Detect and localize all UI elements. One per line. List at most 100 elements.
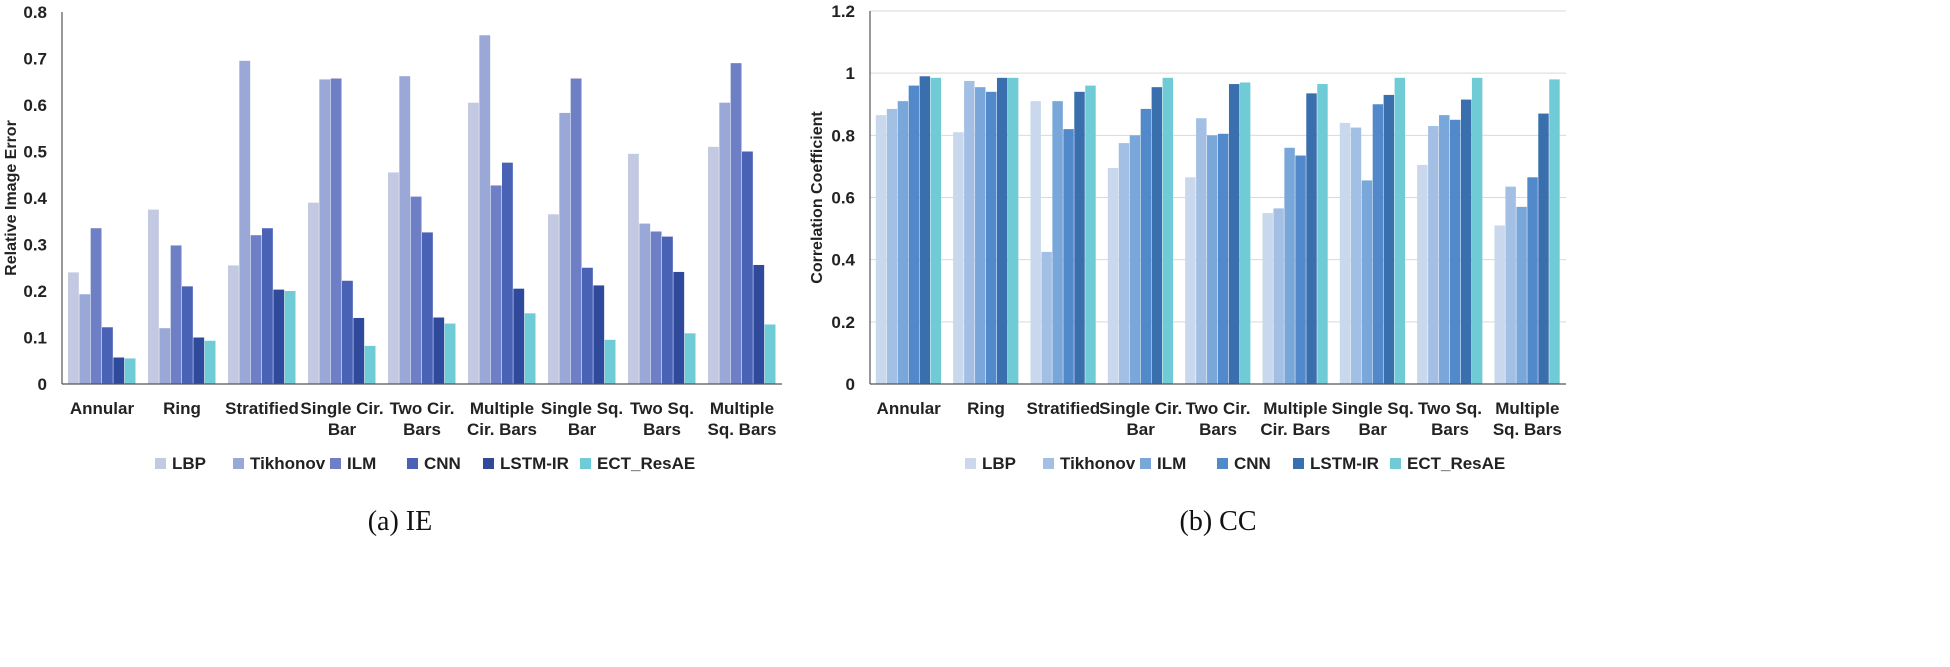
legend-label: Tikhonov xyxy=(1060,454,1136,473)
y-tick-label: 0.6 xyxy=(23,96,47,115)
bar-ilm xyxy=(975,87,986,384)
bar-ilm xyxy=(1361,180,1373,384)
bar-cnn xyxy=(1450,119,1461,385)
legend-label: LBP xyxy=(172,454,206,473)
x-category-label: Ring xyxy=(967,399,1005,418)
bar-lbp xyxy=(708,146,719,384)
chart-caption: (b) CC xyxy=(1180,506,1257,537)
bar-ect-resae xyxy=(444,323,456,384)
x-category-label: Multiple Sq. Bars xyxy=(708,399,777,439)
bar-cnn xyxy=(182,286,193,384)
bar-cnn xyxy=(502,162,513,384)
bar-ilm xyxy=(730,63,742,385)
bar-ect-resae xyxy=(764,324,776,384)
legend-label: Tikhonov xyxy=(250,454,326,473)
bar-tikhonov xyxy=(1350,127,1362,384)
bar-ect-resae xyxy=(364,345,376,384)
bar-ect-resae xyxy=(1007,77,1019,385)
bar-lstm-ir xyxy=(1228,84,1240,384)
y-tick-label: 0.4 xyxy=(831,251,855,270)
x-category-label: Two Cir. Bars xyxy=(1186,399,1251,439)
bar-ilm xyxy=(330,78,342,385)
chart-caption: (a) IE xyxy=(368,506,433,537)
bar-tikhonov xyxy=(399,76,411,385)
y-axis-title: Correlation Coefficient xyxy=(809,111,826,284)
bar-ect-resae xyxy=(1471,77,1483,385)
bar-lbp xyxy=(1339,122,1351,385)
bar-lstm-ir xyxy=(1074,91,1085,385)
x-category-label: Two Sq. Bars xyxy=(630,399,694,439)
legend-swatch xyxy=(1043,458,1054,469)
x-category-label: Annular xyxy=(70,399,135,418)
bar-tikhonov xyxy=(79,294,91,384)
bar-cnn xyxy=(262,228,273,384)
bar-lstm-ir xyxy=(673,271,685,384)
bar-lbp xyxy=(1262,213,1273,384)
x-category-label: Multiple Sq. Bars xyxy=(1493,399,1562,439)
legend-swatch xyxy=(580,458,591,469)
bar-ilm xyxy=(90,228,102,384)
bar-lbp xyxy=(68,272,79,384)
legend-label: ECT_ResAE xyxy=(597,454,695,473)
bar-ilm xyxy=(250,235,262,384)
x-category-label: Two Sq. Bars xyxy=(1418,399,1482,439)
y-tick-label: 0.7 xyxy=(23,50,47,69)
bar-ect-resae xyxy=(1162,77,1174,385)
legend-swatch xyxy=(965,458,976,469)
bar-ilm xyxy=(650,231,662,384)
bar-ilm xyxy=(1284,147,1295,384)
bar-cnn xyxy=(342,280,353,384)
bar-lbp xyxy=(548,214,559,384)
y-tick-label: 1 xyxy=(846,64,855,83)
bar-lstm-ir xyxy=(433,317,445,384)
bar-lstm-ir xyxy=(1383,94,1395,385)
bar-cnn xyxy=(662,236,673,384)
legend-label: ECT_ResAE xyxy=(1407,454,1505,473)
legend-label: ILM xyxy=(1157,454,1186,473)
y-tick-label: 0.4 xyxy=(23,189,47,208)
x-category-label: Two Cir. Bars xyxy=(390,399,455,439)
bar-lbp xyxy=(1030,101,1041,385)
bar-lstm-ir xyxy=(193,337,205,384)
bar-tikhonov xyxy=(1505,186,1516,384)
bar-lstm-ir xyxy=(753,264,765,384)
x-category-label: Stratified xyxy=(225,399,299,418)
bar-ect-resae xyxy=(1239,82,1251,384)
bar-lstm-ir xyxy=(1306,93,1317,384)
y-tick-label: 0.6 xyxy=(831,189,855,208)
bar-tikhonov xyxy=(1196,118,1207,385)
x-category-label: Multiple Cir. Bars xyxy=(467,399,537,439)
legend-swatch xyxy=(155,458,166,469)
bar-lbp xyxy=(308,202,319,384)
bar-ilm xyxy=(170,245,182,384)
bar-lbp xyxy=(228,265,239,384)
legend-label: LSTM-IR xyxy=(1310,454,1379,473)
bar-lbp xyxy=(1185,177,1196,384)
bar-ilm xyxy=(570,78,582,385)
bar-ect-resae xyxy=(204,340,216,384)
bar-lbp xyxy=(148,209,159,384)
bar-cnn xyxy=(1140,108,1152,384)
bar-lstm-ir xyxy=(593,285,605,384)
bar-tikhonov xyxy=(319,79,331,385)
bar-ilm xyxy=(1439,115,1450,385)
bar-lstm-ir xyxy=(1151,87,1163,384)
legend-label: CNN xyxy=(424,454,461,473)
bar-cnn xyxy=(102,327,113,384)
chart-cc: 0 0.2 0.4 0.6 0.8 1 1.2 Correlation Coefficient… xyxy=(809,2,1566,537)
bar-cnn xyxy=(742,151,753,384)
x-category-label: Stratified xyxy=(1026,399,1100,418)
bar-ilm xyxy=(1129,135,1141,384)
bar-lstm-ir xyxy=(113,357,125,384)
bar-tikhonov xyxy=(639,223,651,384)
bar-ilm xyxy=(410,196,422,384)
y-tick-label: 0.3 xyxy=(23,236,47,255)
bar-ilm xyxy=(897,101,909,385)
legend-swatch xyxy=(330,458,341,469)
bar-lstm-ir xyxy=(1460,99,1472,385)
y-tick-label: 0 xyxy=(38,375,47,394)
bar-tikhonov xyxy=(964,80,975,384)
y-tick-label: 1.2 xyxy=(831,2,855,21)
bar-ect-resae xyxy=(124,358,136,384)
